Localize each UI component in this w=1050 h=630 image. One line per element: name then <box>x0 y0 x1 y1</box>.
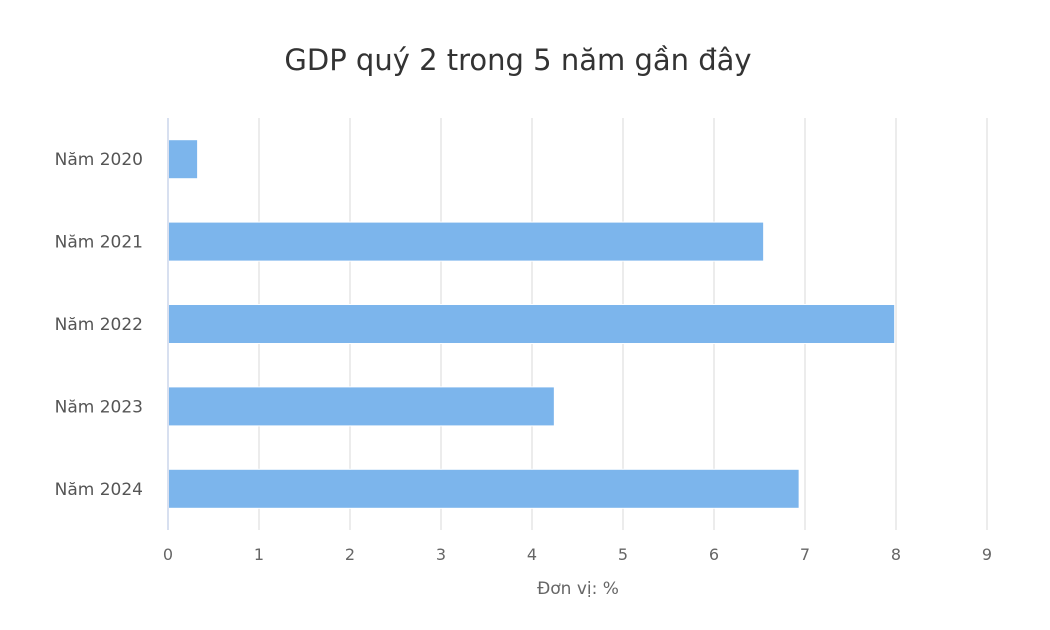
bar-2 <box>168 221 765 262</box>
chart-title: GDP quý 2 trong 5 năm gần đây <box>284 43 751 77</box>
category-label-5: Năm 2024 <box>55 480 143 500</box>
x-axis-title: Đơn vị: % <box>537 579 619 599</box>
bars <box>168 139 896 509</box>
bar-1 <box>168 139 199 180</box>
category-label-3: Năm 2022 <box>55 315 143 335</box>
x-tick-label-7: 7 <box>800 545 810 564</box>
category-label-1: Năm 2020 <box>55 150 143 170</box>
x-tick-label-5: 5 <box>618 545 628 564</box>
bar-4 <box>168 386 555 427</box>
x-tick-label-1: 1 <box>254 545 264 564</box>
bar-3 <box>168 304 896 344</box>
bar-5 <box>168 468 800 509</box>
x-tick-labels: 0 1 2 3 4 5 6 7 8 9 <box>163 545 992 564</box>
category-labels: Năm 2020 Năm 2021 Năm 2022 Năm 2023 Năm 2024 <box>55 150 143 500</box>
x-tick-label-4: 4 <box>527 545 537 564</box>
category-label-4: Năm 2023 <box>55 397 143 417</box>
x-tick-label-6: 6 <box>709 545 719 564</box>
x-tick-label-9: 9 <box>982 545 992 564</box>
x-tick-label-2: 2 <box>345 545 355 564</box>
x-tick-label-8: 8 <box>891 545 901 564</box>
x-tick-label-3: 3 <box>436 545 446 564</box>
x-tick-label-0: 0 <box>163 545 173 564</box>
category-label-2: Năm 2021 <box>55 233 143 253</box>
